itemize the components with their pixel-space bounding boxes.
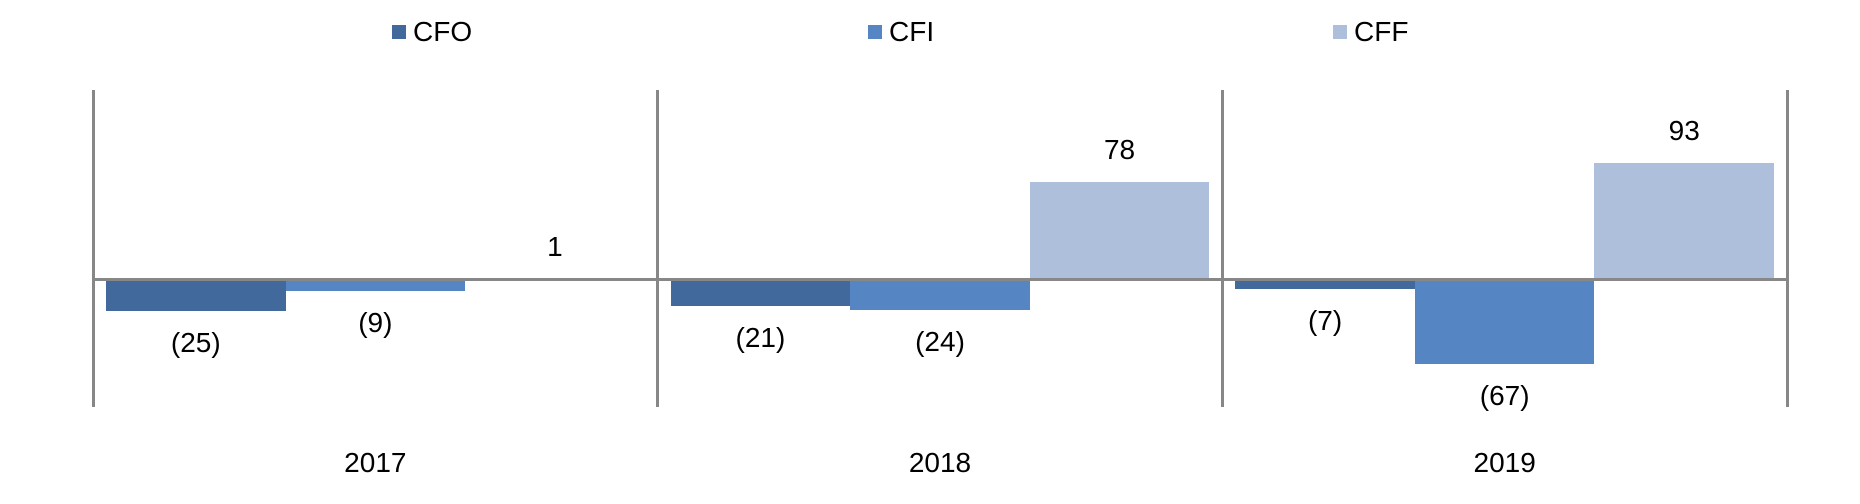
- data-label-cff-2017: 1: [547, 230, 563, 262]
- legend-item-cfi: CFI: [868, 13, 934, 51]
- legend-item-cff: CFF: [1333, 13, 1408, 51]
- bar-cff-2019: [1594, 162, 1774, 280]
- bar-cfo-2019: [1235, 279, 1415, 289]
- legend-swatch-cff: [1333, 25, 1347, 39]
- panel-border-line: [1785, 90, 1789, 407]
- legend-swatch-cfo: [392, 25, 406, 39]
- panel-border-line: [1220, 90, 1224, 407]
- panel-border-line: [656, 90, 660, 407]
- category-label-2019: 2019: [1473, 447, 1536, 478]
- legend-item-cfo: CFO: [392, 13, 472, 51]
- legend-label-cfo: CFO: [413, 16, 473, 47]
- x-axis-line: [91, 278, 1789, 282]
- bar-cfi-2017: [285, 279, 466, 292]
- data-label-cff-2019: 93: [1668, 114, 1700, 146]
- bar-cfo-2017: [106, 279, 286, 312]
- bar-cff-2018: [1029, 181, 1210, 280]
- data-label-cfi-2018: (24): [915, 326, 965, 358]
- data-label-cff-2018: 78: [1103, 133, 1136, 165]
- bar-cfi-2018: [850, 279, 1030, 311]
- category-label-2018: 2018: [908, 447, 972, 478]
- legend-label-cfi: CFI: [889, 16, 935, 47]
- data-label-cfo-2017: (25): [170, 327, 221, 359]
- data-label-cfi-2019: (67): [1479, 380, 1530, 412]
- category-label-2017: 2017: [344, 447, 407, 478]
- panel-border-line: [91, 90, 95, 407]
- data-label-cfo-2018: (21): [735, 322, 786, 354]
- bar-cfi-2019: [1414, 279, 1595, 365]
- legend-label-cff: CFF: [1354, 16, 1409, 47]
- legend-swatch-cfi: [868, 25, 882, 39]
- data-label-cfo-2019: (7): [1307, 304, 1343, 336]
- bar-cfo-2018: [670, 279, 851, 307]
- data-label-cfi-2017: (9): [358, 307, 393, 339]
